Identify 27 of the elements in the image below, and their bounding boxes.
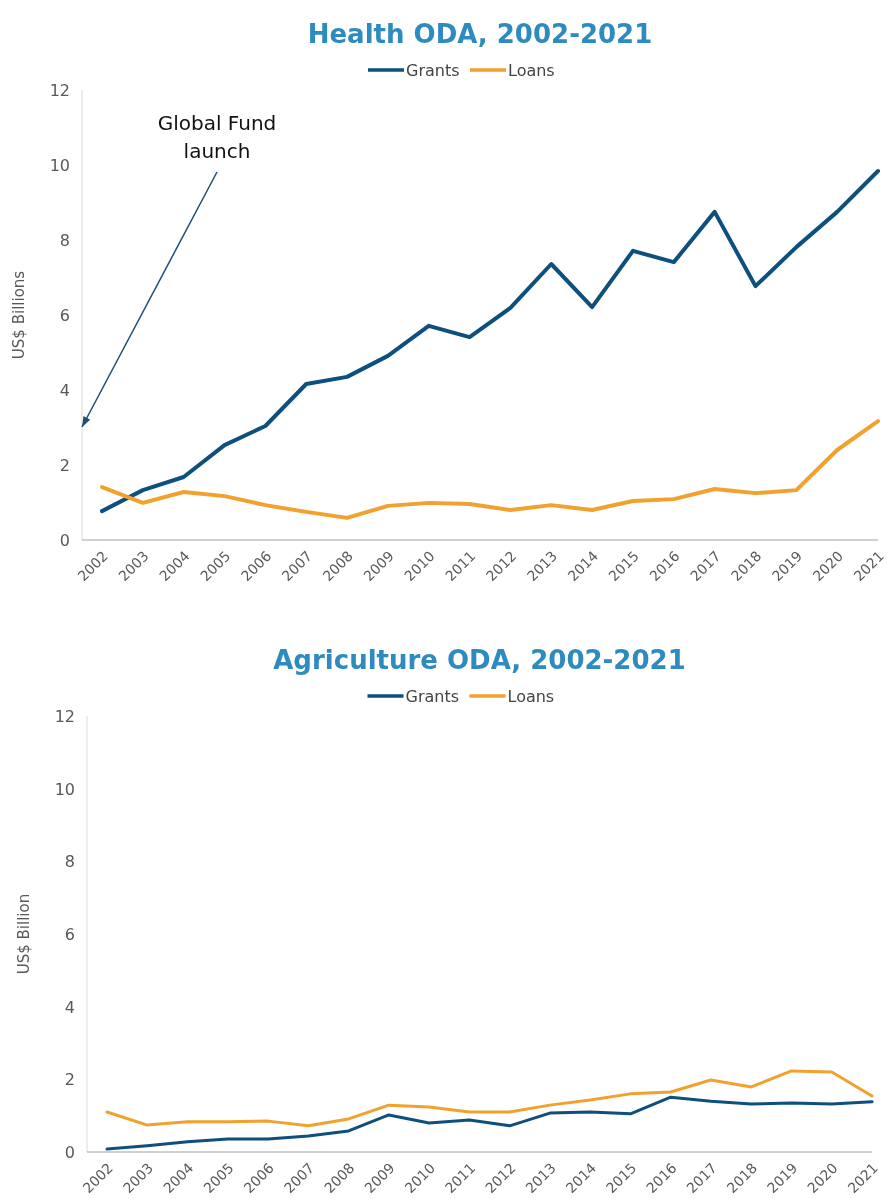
y-tick-label: 6 xyxy=(59,306,70,325)
y-axis-title: US$ Billion xyxy=(15,893,33,975)
legend-label: Grants xyxy=(406,61,460,80)
y-tick-label: 4 xyxy=(59,381,70,400)
chart-title: Agriculture ODA, 2002-2021 xyxy=(273,645,686,675)
line-series xyxy=(105,1095,874,1151)
line-series xyxy=(100,169,880,514)
y-tick-label: 0 xyxy=(59,531,70,550)
legend-label: Loans xyxy=(508,61,555,80)
legend-label: Loans xyxy=(507,687,555,706)
y-tick-label: 12 xyxy=(54,707,75,726)
y-tick-label: 4 xyxy=(64,997,75,1017)
chart-title: Health ODA, 2002-2021 xyxy=(307,19,653,49)
line-series xyxy=(105,1069,874,1128)
y-tick-label: 2 xyxy=(59,456,70,475)
y-tick-label: 2 xyxy=(64,1070,75,1090)
annotation: Global Fund launch xyxy=(157,111,277,163)
legend-label: Grants xyxy=(405,687,460,706)
y-tick-label: 10 xyxy=(54,779,75,799)
y-axis-title: US$ Billions xyxy=(10,270,28,360)
line-series xyxy=(100,419,880,520)
y-tick-label: 8 xyxy=(64,852,75,872)
y-tick-label: 10 xyxy=(49,156,70,175)
y-tick-label: 12 xyxy=(49,81,70,100)
y-tick-label: 8 xyxy=(59,231,70,250)
y-tick-label: 6 xyxy=(64,925,75,944)
y-tick-label: 0 xyxy=(64,1143,75,1162)
